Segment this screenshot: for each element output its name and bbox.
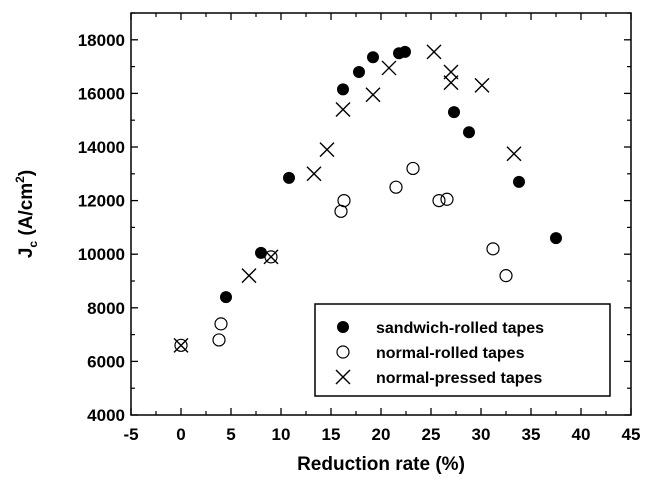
point-normal-pressed: [365, 87, 381, 103]
x-tick-label: 40: [572, 425, 591, 444]
point-normal-pressed: [319, 142, 335, 158]
y-axis-title-sup: 2: [13, 176, 27, 183]
legend-marker-filled-circle: [337, 321, 349, 333]
y-tick-label: 10000: [78, 245, 125, 264]
x-tick-label: -5: [123, 425, 138, 444]
x-tick-label: 15: [322, 425, 341, 444]
point-normal-rolled: [174, 338, 188, 352]
point-normal-rolled: [212, 333, 226, 347]
point-normal-pressed: [173, 337, 189, 353]
y-axis-title-open: (A/cm: [16, 183, 37, 241]
data-points: [173, 44, 562, 353]
y-axis-title-sub: c: [26, 241, 40, 248]
legend-label-normal-pressed: normal-pressed tapes: [376, 370, 542, 387]
point-normal-rolled: [389, 180, 403, 194]
point-normal-rolled: [334, 204, 348, 218]
y-axis-title-close: ): [16, 170, 37, 176]
y-tick-label: 18000: [78, 31, 125, 50]
point-normal-pressed: [306, 166, 322, 182]
point-normal-rolled: [499, 269, 513, 283]
point-normal-rolled: [406, 161, 420, 176]
point-normal-rolled: [214, 317, 228, 331]
point-normal-pressed: [335, 101, 351, 117]
y-tick-label: 16000: [78, 84, 125, 103]
point-normal-pressed: [381, 60, 397, 76]
point-sandwich-rolled: [448, 106, 460, 119]
y-tick-label: 14000: [78, 138, 125, 157]
point-sandwich-rolled: [550, 232, 562, 245]
point-normal-pressed: [426, 44, 442, 60]
legend-label-sandwich: sandwich-rolled tapes: [376, 320, 544, 337]
point-normal-pressed: [443, 64, 459, 80]
point-normal-pressed: [506, 146, 522, 162]
y-tick-label: 4000: [87, 406, 125, 425]
point-normal-pressed: [241, 268, 257, 284]
point-sandwich-rolled: [367, 51, 379, 64]
point-normal-rolled: [486, 242, 500, 256]
point-sandwich-rolled: [399, 45, 411, 58]
tick-labels: -5 0 5 10 15 20 25 30 35 40 45 4000 6000 8000 10000 120…: [78, 31, 641, 444]
x-axis-title: Reduction rate (%): [297, 454, 465, 475]
point-normal-pressed: [443, 75, 459, 91]
point-normal-pressed: [474, 77, 490, 93]
legend-marker-cross: [335, 369, 351, 385]
x-tick-label: 10: [272, 425, 291, 444]
point-normal-rolled: [337, 194, 351, 208]
point-sandwich-rolled: [513, 175, 525, 188]
x-tick-label: 30: [472, 425, 491, 444]
legend-marker-open-circle: [336, 345, 350, 359]
x-tick-label: 35: [522, 425, 541, 444]
x-tick-label: 20: [372, 425, 391, 444]
x-tick-label: 45: [622, 425, 641, 444]
point-sandwich-rolled: [220, 291, 232, 304]
legend-label-normal-rolled: normal-rolled tapes: [376, 345, 525, 362]
point-sandwich-rolled: [463, 126, 475, 139]
axis-ticks: [130, 12, 632, 416]
y-tick-label: 8000: [87, 299, 125, 318]
x-tick-label: 0: [176, 425, 185, 444]
point-normal-rolled: [432, 194, 446, 208]
legend-box: [314, 303, 611, 397]
x-tick-label: 25: [422, 425, 441, 444]
y-tick-label: 12000: [78, 192, 125, 211]
point-sandwich-rolled: [353, 65, 365, 78]
y-axis-title-main: J: [16, 248, 37, 259]
point-normal-pressed: [263, 249, 279, 265]
y-tick-label: 6000: [87, 352, 125, 371]
point-sandwich-rolled: [283, 171, 295, 184]
point-sandwich-rolled: [255, 246, 267, 259]
legend: sandwich-rolled tapes normal-rolled tape…: [314, 303, 611, 397]
point-sandwich-rolled: [337, 83, 349, 96]
y-axis-title: Jc (A/cm2): [13, 170, 40, 258]
point-normal-rolled: [440, 192, 454, 206]
point-normal-rolled: [264, 250, 278, 264]
x-tick-label: 5: [226, 425, 235, 444]
